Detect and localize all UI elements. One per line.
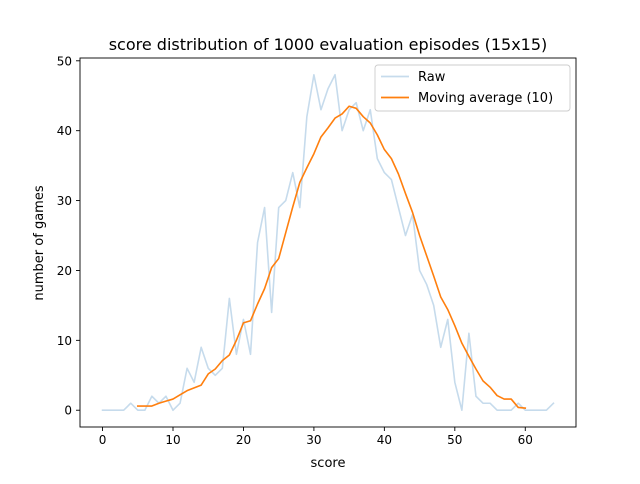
y-tick-label: 40 [57, 124, 72, 138]
y-tick-label: 10 [57, 334, 72, 348]
axes-frame [79, 57, 577, 428]
y-tick-label: 20 [57, 264, 72, 278]
x-tick-label: 30 [306, 433, 321, 447]
x-tick-label: 40 [377, 433, 392, 447]
y-tick-label: 0 [64, 404, 72, 418]
plot-area: 0 10 20 30 40 50 60 0 10 20 30 40 50 [57, 54, 577, 447]
legend-label-moving-average-10: Moving average (10) [418, 91, 553, 106]
series-line-moving-average-10 [136, 105, 527, 410]
x-tick-label: 50 [447, 433, 462, 447]
x-tick-label: 60 [518, 433, 533, 447]
x-tick-label: 10 [165, 433, 180, 447]
y-tick-label: 50 [57, 54, 72, 68]
x-axis-label: score [311, 456, 346, 471]
series-line-raw [101, 73, 555, 412]
legend: Raw Moving average (10) [374, 64, 571, 112]
chart-title: score distribution of 1000 evaluation ep… [109, 35, 548, 54]
legend-box [374, 64, 571, 112]
y-axis-label: number of games [32, 185, 47, 300]
legend-label-raw: Raw [418, 70, 446, 85]
x-tick-label: 20 [236, 433, 251, 447]
y-tick-label: 30 [57, 194, 72, 208]
x-tick-label: 0 [99, 433, 107, 447]
